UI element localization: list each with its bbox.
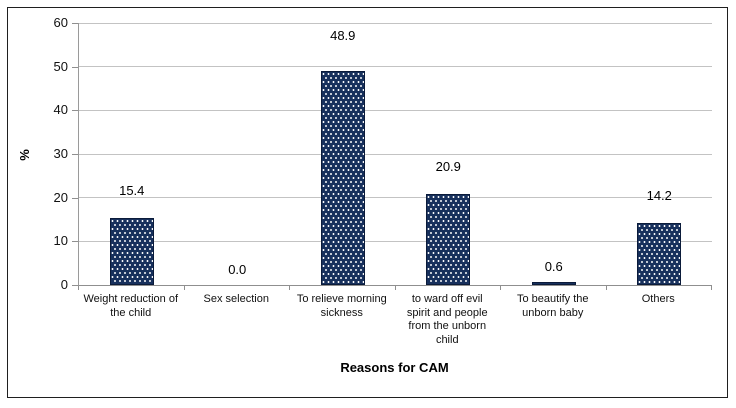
- x-axis-tick: [78, 286, 79, 290]
- category-label: to ward off evil spirit and people from …: [406, 293, 488, 346]
- category-label: To beautify the unborn baby: [516, 293, 589, 319]
- bar-6: [637, 223, 682, 285]
- y-axis-tick: [72, 110, 78, 112]
- gridline-50: [79, 66, 712, 68]
- x-axis-title: Reasons for CAM: [340, 360, 449, 375]
- y-tick-label: 60: [53, 15, 68, 30]
- y-axis-tick: [72, 66, 78, 68]
- y-axis-tick: [72, 285, 78, 286]
- category-label: Others: [641, 293, 675, 305]
- x-axis-tick: [394, 286, 396, 290]
- value-label: 15.4: [119, 182, 145, 198]
- value-label: 48.9: [330, 28, 356, 44]
- y-tick-label: 0: [60, 277, 68, 292]
- y-tick-label: 50: [53, 58, 68, 74]
- x-axis-tick: [289, 286, 290, 290]
- y-tick-label: 20: [53, 189, 68, 205]
- value-label: 20.9: [435, 158, 461, 174]
- category-label: To relieve morning sickness: [296, 293, 387, 319]
- gridline-20: [79, 197, 712, 199]
- y-axis-tick: [72, 154, 78, 155]
- gridline-30: [79, 153, 712, 155]
- chart-frame: 15.4 0.0 48.9 20.9 0.6 14.2 % Reasons for CAM…: [7, 7, 728, 398]
- x-axis-tick: [605, 286, 607, 290]
- bar-4: [426, 193, 471, 285]
- y-tick-label: 30: [53, 146, 68, 161]
- value-label: 0.6: [544, 259, 563, 275]
- plot-area: 15.4 0.0 48.9 20.9 0.6 14.2: [78, 22, 712, 286]
- category-label: Weight reduction of the child: [83, 293, 179, 319]
- gridline-10: [79, 240, 712, 242]
- category-label: Sex selection: [203, 293, 269, 305]
- y-tick-label: 40: [53, 102, 68, 118]
- y-axis-tick: [72, 23, 78, 24]
- gridline-60: [79, 22, 712, 24]
- value-label: 14.2: [646, 188, 672, 203]
- x-axis-tick: [711, 286, 712, 290]
- value-label: 0.0: [228, 262, 247, 277]
- x-axis-tick: [183, 286, 185, 290]
- y-tick-label: 10: [53, 233, 68, 249]
- x-axis-tick: [500, 286, 501, 290]
- bar-3: [320, 71, 365, 285]
- y-axis-tick: [72, 197, 78, 199]
- y-axis-tick: [72, 241, 78, 243]
- bar-5: [531, 282, 576, 285]
- gridline-40: [79, 109, 712, 111]
- bar-1: [109, 217, 154, 285]
